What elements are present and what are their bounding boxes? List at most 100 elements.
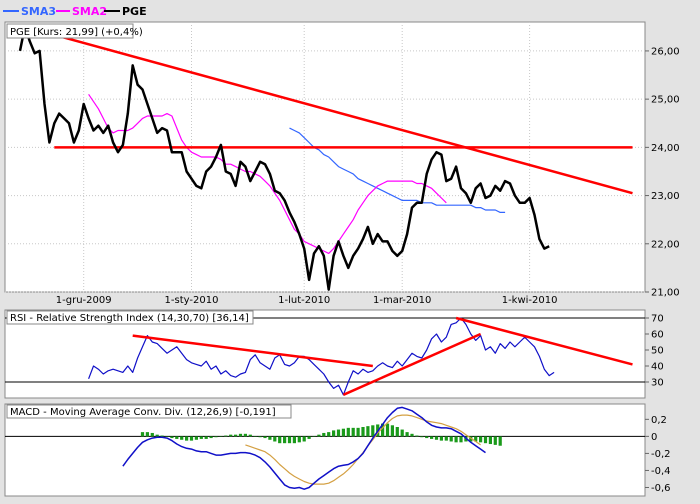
macd-histogram-bar [410,433,414,437]
macd-histogram-bar [307,436,311,439]
macd-histogram-bar [332,430,336,437]
macd-histogram-bar [346,427,350,437]
macd-histogram-bar [145,432,149,437]
pge-price-line [18,25,550,291]
rsi-trendline [342,332,482,396]
macd-histogram-bar [258,436,262,438]
macd-histogram-bar [444,436,448,441]
macd-histogram-bar [312,436,316,437]
rsi-ytick-label: 60 [651,330,664,341]
rsi-trendline [455,316,633,366]
price-ytick-label: 26,00 [651,46,680,57]
macd-line [122,406,486,490]
macd-histogram-bar [430,436,434,439]
macd-histogram-bar [273,436,277,442]
macd-histogram-bar [199,436,203,439]
macd-histogram-bar [459,436,463,443]
legend: SMA3 SMA2 PGE [3,5,147,18]
macd-histogram-bar [243,433,247,437]
price-title-box [6,23,134,39]
macd-histogram-bar [405,432,409,437]
macd-histogram-bar [483,436,488,444]
macd-plot-area [4,403,646,497]
macd-histogram-bar [185,436,189,441]
macd-histogram-bar [204,436,208,439]
price-xtick-label: 1-sty-2010 [165,295,219,306]
macd-histogram-bar [400,429,404,437]
macd-histogram-bar [175,436,179,439]
macd-histogram-bar [248,434,252,437]
macd-histogram-bar [219,436,223,437]
macd-ytick-label: -0,6 [651,483,671,494]
macd-histogram-bar [390,425,394,437]
macd-ytick-label: -0,4 [651,466,671,477]
macd-histogram-bar [420,436,424,438]
legend-label-pge: PGE [122,5,147,18]
macd-histogram-bar [287,436,292,444]
sma2-line [88,93,447,254]
price-title: PGE [Kurs: 21,99] (+0,4%) [10,27,143,38]
rsi-panel: 30 40 50 60 70 RSI - Relative Strength Index… [4,309,664,399]
macd-histogram-bar [479,436,483,443]
macd-histogram-bar [356,427,360,437]
macd-histogram-bar [488,436,492,445]
macd-ytick-label: -0,2 [651,449,671,460]
macd-histogram-bar [381,423,385,437]
macd-histogram-bar [180,436,184,440]
macd-histogram-bar [165,436,169,437]
macd-histogram-bar [253,436,257,437]
macd-histogram-bar [361,427,365,437]
rsi-title-box [6,310,254,325]
macd-histogram-bar [238,433,243,437]
macd-histogram-bar [498,436,502,446]
macd-histogram-bar [194,436,198,440]
macd-histogram-bar [209,436,213,439]
price-xtick-label: 1-kwi-2010 [502,295,558,306]
macd-histogram-bar [317,434,321,437]
macd-histogram-bar [140,432,145,437]
price-xtick-label: 1-mar-2010 [373,295,431,306]
macd-histogram-bar [224,435,228,437]
macd-histogram-bar [425,436,429,439]
macd-title-box [6,404,292,419]
macd-ytick-label: 0 [651,432,657,443]
macd-histogram-bar [371,425,375,437]
macd-histogram-bar [454,436,458,443]
rsi-line [88,317,555,396]
macd-histogram-bar [449,436,453,442]
price-xtick-label: 1-gru-2009 [56,295,112,306]
macd-histogram-bar [415,435,419,437]
price-ytick-label: 23,00 [651,191,680,202]
rsi-ytick-label: 40 [651,362,664,373]
legend-label-sma3: SMA3 [21,5,56,18]
macd-histogram-bar [283,436,287,444]
macd-histogram-bar [170,436,174,439]
macd-histogram-bar [297,436,301,443]
rsi-ytick-label: 70 [651,314,664,325]
macd-histogram-bar [439,436,443,441]
price-plot-area [4,21,646,293]
price-panel: 1-gru-2009 1-sty-2010 1-lut-2010 1-mar-2010… [4,21,680,306]
macd-histogram-bar [189,436,194,441]
sma3-line [289,127,506,213]
price-ytick-label: 22,00 [651,239,680,250]
macd-histogram-bar [302,436,306,442]
macd-histogram-bar [474,436,478,442]
legend-label-sma2: SMA2 [72,5,107,18]
macd-histogram-bar [150,432,154,437]
rsi-ytick-label: 50 [651,346,664,357]
macd-histogram-bar [327,432,331,437]
macd-histogram-bar [322,432,326,437]
macd-histogram-bar [493,436,497,445]
macd-panel: -0,6 -0,4 -0,2 0 0,2 MACD - Moving Average C… [4,403,671,497]
macd-histogram-bar [278,436,282,444]
price-xtick-label: 1-lut-2010 [278,295,330,306]
rsi-title: RSI - Relative Strength Index (14,30,70)… [10,313,249,324]
macd-histogram-bar [469,436,473,442]
rsi-trendline [132,334,373,368]
macd-histogram-bar [351,427,355,437]
macd-histogram-bar [336,429,341,437]
macd-histogram-bar [341,428,345,437]
rsi-ytick-label: 30 [651,378,664,389]
